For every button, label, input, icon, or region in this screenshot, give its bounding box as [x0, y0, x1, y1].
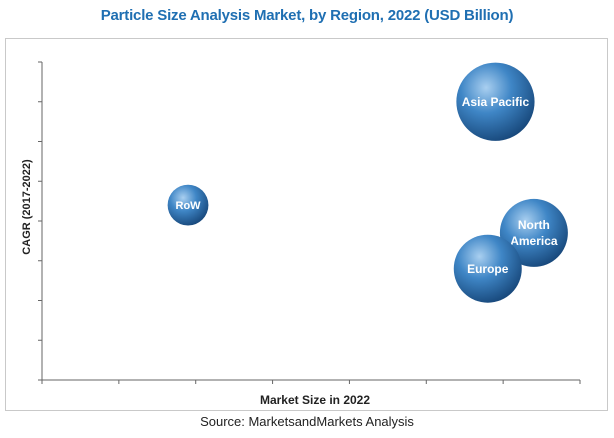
x-axis-label: Market Size in 2022: [260, 393, 370, 407]
chart-axes: [38, 61, 581, 384]
source-note: Source: MarketsandMarkets Analysis: [200, 414, 414, 429]
bubble-asia-pacific: Asia Pacific: [456, 62, 535, 141]
bubble-circle: [453, 234, 522, 303]
bubble-circle: [167, 184, 209, 226]
bubble-north-america: North America: [499, 198, 568, 267]
y-axis-label: CAGR (2017-2022): [21, 159, 33, 255]
bubble-label: Asia Pacific: [462, 95, 530, 109]
chart-title: Particle Size Analysis Market, by Region…: [100, 7, 514, 24]
bubble-label: America: [510, 234, 558, 248]
bubble-label: RoW: [176, 200, 202, 212]
bubble-europe: Europe: [453, 234, 522, 303]
bubble-label: Europe: [467, 262, 509, 276]
bubble-circle: [499, 198, 568, 267]
bubble-row: RoW: [167, 184, 209, 226]
bubble-circle: [456, 62, 535, 141]
bubble-label: North: [518, 218, 550, 232]
chart-frame: [5, 38, 608, 411]
